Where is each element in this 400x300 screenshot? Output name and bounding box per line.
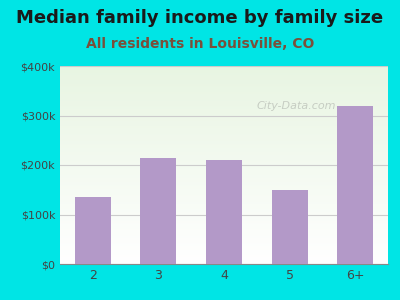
Bar: [206, 160, 242, 264]
Bar: [140, 158, 176, 264]
Bar: [272, 190, 308, 264]
Bar: [75, 197, 111, 264]
Text: City-Data.com: City-Data.com: [256, 100, 336, 111]
Bar: [337, 106, 373, 264]
Text: Median family income by family size: Median family income by family size: [16, 9, 384, 27]
Text: All residents in Louisville, CO: All residents in Louisville, CO: [86, 38, 314, 52]
